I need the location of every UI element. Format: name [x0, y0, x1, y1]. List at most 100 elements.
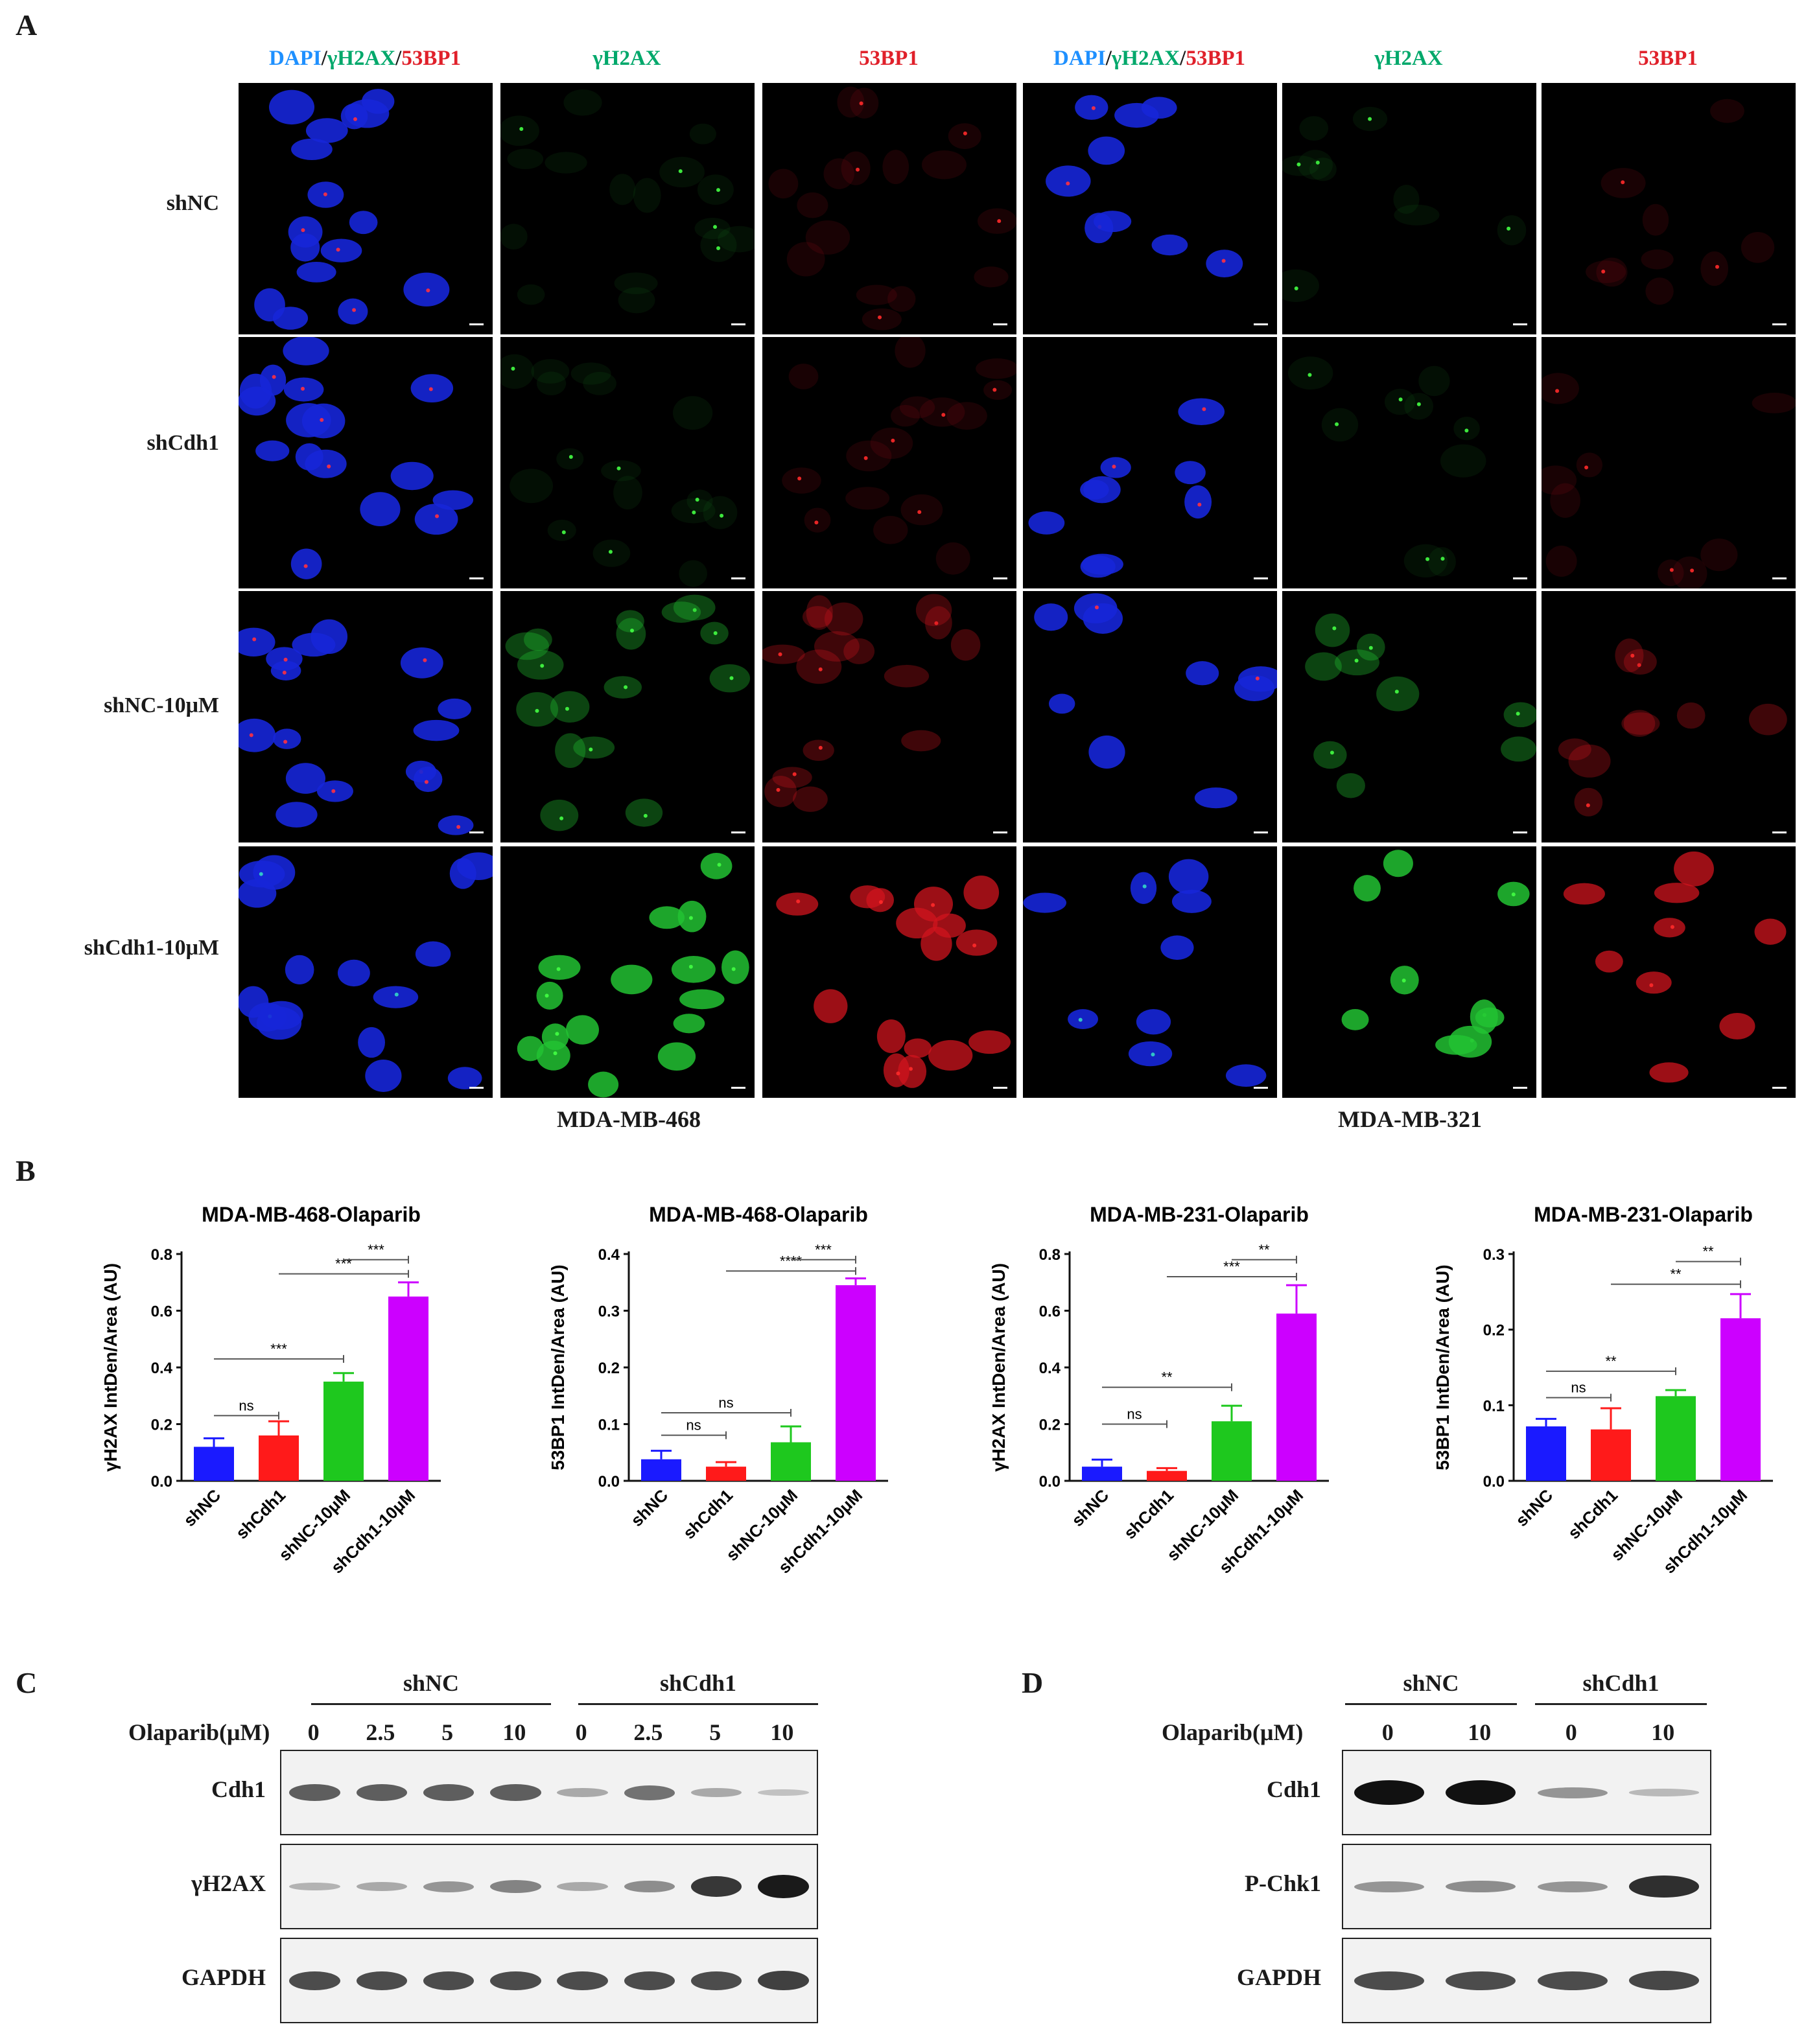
chart-title: MDA-MB-231-Olaparib	[1534, 1203, 1753, 1226]
cell-nucleus	[1418, 366, 1450, 397]
significance-label: ****	[780, 1253, 803, 1269]
merge-sep: /	[1180, 47, 1186, 70]
cell-nucleus	[573, 736, 615, 759]
y-tick-label: 0.8	[151, 1246, 172, 1264]
focus-dot	[717, 863, 721, 867]
cell-nucleus	[928, 1039, 973, 1071]
bar-chart: MDA-MB-468-Olaparib 53BP1 IntDen/Area (AU…	[532, 1196, 921, 1623]
c-dose-label: 5	[441, 1719, 454, 1745]
d-dose-label: 10	[1651, 1719, 1675, 1745]
focus-dot	[616, 466, 621, 470]
col-head-gamma-2: γH2AX	[1374, 47, 1443, 70]
scale-bar	[1772, 577, 1787, 579]
micrograph-image	[1341, 850, 1530, 1058]
c-blot-band	[490, 1784, 541, 1801]
cell-nucleus	[1586, 261, 1626, 283]
focus-dot	[608, 550, 613, 554]
c-dose-label: 2.5	[366, 1719, 395, 1745]
micrograph-image	[1305, 613, 1536, 798]
cell-nucleus	[1094, 211, 1132, 233]
cell-nucleus	[616, 610, 644, 633]
micrograph-image	[776, 875, 1011, 1088]
d-blot-band	[1446, 1971, 1516, 1990]
scale-bar	[993, 323, 1007, 325]
error-bar	[1156, 1467, 1177, 1471]
focus-dot	[1511, 892, 1516, 897]
micrograph-image	[239, 337, 474, 579]
focus-dot	[1330, 750, 1334, 755]
error-bar	[1665, 1389, 1686, 1397]
cell-nucleus	[870, 427, 913, 459]
c-blot-band	[624, 1971, 675, 1990]
focus-dot	[1197, 502, 1202, 507]
cell-nucleus	[1394, 204, 1440, 226]
d-blot-membrane	[1342, 1750, 1711, 1835]
focus-dot	[972, 943, 977, 947]
d-blot-band	[1629, 1789, 1699, 1796]
cell-nucleus	[718, 226, 755, 253]
cell-nucleus	[837, 86, 865, 118]
cell-nucleus	[673, 1014, 705, 1034]
cell-nucleus	[1186, 661, 1219, 686]
focus-dot	[997, 219, 1002, 224]
focus-dot	[352, 308, 357, 312]
cell-nucleus	[823, 158, 854, 189]
scale-bar	[1513, 577, 1527, 579]
micrograph-tile	[239, 591, 493, 842]
micrograph-image	[782, 337, 1016, 575]
cell-nucleus	[804, 507, 831, 533]
scale-bar	[1254, 577, 1268, 579]
cell-nucleus	[604, 676, 642, 699]
focus-dot	[731, 967, 736, 971]
focus-dot	[435, 514, 440, 518]
cell-nucleus	[531, 359, 570, 384]
cell-nucleus	[1028, 511, 1065, 535]
c-dose-label: 10	[502, 1719, 526, 1745]
focus-dot	[720, 513, 724, 518]
scale-bar	[1772, 831, 1787, 833]
cell-nucleus	[1282, 156, 1319, 176]
cell-nucleus	[686, 489, 713, 513]
c-blot-band	[758, 1789, 809, 1796]
cell-nucleus	[1676, 702, 1706, 729]
micrograph-tile	[500, 846, 755, 1098]
cell-nucleus	[896, 907, 938, 939]
cell-nucleus	[764, 776, 797, 807]
cell-nucleus	[921, 150, 967, 180]
cell-nucleus	[884, 664, 930, 688]
cell-nucleus	[1428, 547, 1456, 577]
cell-nucleus	[802, 606, 833, 628]
focus-dot	[692, 608, 697, 612]
cell-nucleus	[950, 629, 981, 661]
scale-bar	[1772, 323, 1787, 325]
significance-label: ***	[335, 1256, 352, 1272]
significance-bracket	[791, 1255, 856, 1264]
focus-dot	[426, 288, 430, 293]
merge-gamma: γH2AX	[327, 47, 396, 70]
focus-dot	[891, 438, 895, 443]
cell-nucleus	[845, 487, 890, 510]
cell-nucleus	[924, 606, 952, 640]
micrograph-image	[1028, 398, 1225, 578]
significance-label: **	[1670, 1266, 1682, 1283]
merge-dapi: DAPI	[269, 47, 322, 70]
focus-dot	[1151, 1052, 1155, 1057]
focus-dot	[283, 739, 288, 744]
col-head-merge-2: DAPI/γH2AX/53BP1	[1023, 47, 1276, 71]
cell-nucleus	[672, 396, 713, 430]
cell-nucleus	[1088, 136, 1125, 165]
d-blot-band	[1354, 1780, 1424, 1805]
scale-bar	[1254, 1087, 1268, 1089]
c-blot-band	[758, 1874, 809, 1899]
cell-nucleus	[976, 358, 1016, 379]
focus-dot	[818, 745, 823, 750]
micrograph-tile	[1023, 337, 1277, 588]
error-bar	[268, 1420, 289, 1435]
significance-label: ns	[1127, 1406, 1142, 1423]
cell-nucleus	[1383, 850, 1413, 877]
micrograph-tile	[1542, 846, 1796, 1098]
cell-nucleus	[296, 261, 336, 283]
focus-dot	[561, 530, 566, 535]
y-tick-label: 0.6	[1039, 1303, 1061, 1321]
cell-nucleus	[1623, 710, 1656, 737]
